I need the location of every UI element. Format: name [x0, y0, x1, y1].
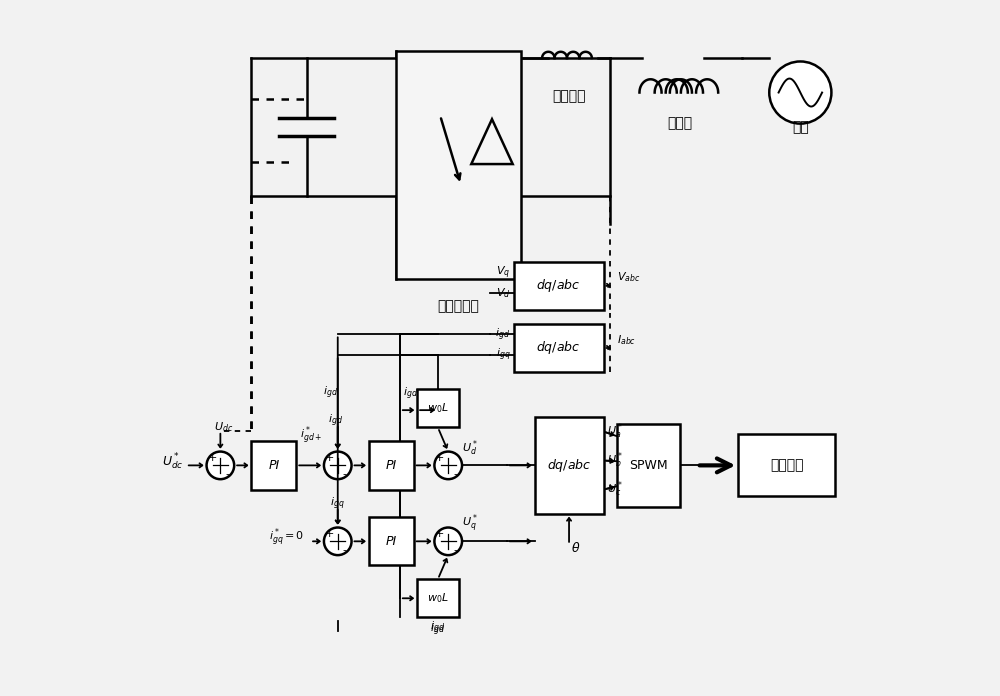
Text: $U^*_c$: $U^*_c$ [607, 480, 623, 499]
Text: $i_{gd}$: $i_{gd}$ [403, 386, 418, 402]
Text: -: - [453, 468, 457, 479]
Text: +: + [435, 454, 445, 464]
Text: $i_{gd}$: $i_{gd}$ [323, 385, 338, 401]
Text: $U^*_q$: $U^*_q$ [462, 513, 478, 535]
Circle shape [324, 528, 352, 555]
Text: PI: PI [386, 459, 397, 472]
Text: $V_q$: $V_q$ [496, 264, 510, 280]
Text: $i_{gd}$: $i_{gd}$ [495, 326, 510, 342]
Text: $i^*_{gq}=0$: $i^*_{gq}=0$ [269, 527, 304, 549]
Circle shape [434, 528, 462, 555]
Bar [417, 579, 459, 617]
Bar [535, 417, 604, 514]
Text: 调制脉冲: 调制脉冲 [770, 459, 803, 473]
Text: $V_d$: $V_d$ [496, 286, 510, 300]
Text: -: - [343, 544, 347, 555]
Text: $I_{abc}$: $I_{abc}$ [617, 333, 637, 347]
Text: $dq/abc$: $dq/abc$ [536, 278, 581, 294]
Text: +: + [325, 530, 334, 539]
Bar [417, 390, 459, 427]
Text: $U^*_a$: $U^*_a$ [607, 422, 623, 441]
Text: -: - [343, 468, 347, 479]
Text: 系统: 系统 [792, 120, 809, 134]
Text: $i_{gq}$: $i_{gq}$ [330, 495, 345, 512]
Bar [514, 324, 604, 372]
Text: $i^*_{gd+}$: $i^*_{gd+}$ [300, 425, 322, 447]
Bar [514, 262, 604, 310]
Text: 滤波电路: 滤波电路 [552, 89, 586, 103]
Text: $dq/abc$: $dq/abc$ [547, 457, 591, 474]
Text: PI: PI [268, 459, 280, 472]
Text: 变压器: 变压器 [667, 117, 692, 131]
Text: $U_{dc}$: $U_{dc}$ [214, 420, 233, 434]
Text: $w_0L$: $w_0L$ [427, 592, 449, 606]
Text: $i_{gd}$: $i_{gd}$ [328, 412, 343, 429]
Text: $V_{abc}$: $V_{abc}$ [617, 271, 641, 285]
Bar [738, 434, 835, 496]
Bar [396, 51, 521, 279]
Bar [369, 441, 414, 489]
Text: +: + [435, 530, 445, 539]
Text: $w_0L$: $w_0L$ [427, 402, 449, 416]
Text: SPWM: SPWM [629, 459, 668, 472]
Text: 网侧变流器: 网侧变流器 [438, 299, 480, 314]
Text: $\theta$: $\theta$ [571, 541, 581, 555]
Bar [617, 424, 680, 507]
Circle shape [434, 452, 462, 479]
Text: $dq/abc$: $dq/abc$ [536, 340, 581, 356]
Text: -: - [453, 544, 457, 555]
Bar [369, 517, 414, 565]
Circle shape [207, 452, 234, 479]
Text: +: + [325, 454, 334, 464]
Text: $i_{gq}$: $i_{gq}$ [496, 347, 510, 363]
Circle shape [769, 61, 831, 124]
Text: $U^*_b$: $U^*_b$ [607, 451, 623, 470]
Text: $i_{gd}$: $i_{gd}$ [430, 619, 445, 636]
Bar [251, 441, 296, 489]
Text: -: - [225, 468, 229, 479]
Text: $U^*_{dc}$: $U^*_{dc}$ [162, 452, 183, 472]
Text: +: + [207, 454, 217, 464]
Circle shape [324, 452, 352, 479]
Text: PI: PI [386, 535, 397, 548]
Text: $i_{gd}$: $i_{gd}$ [430, 622, 445, 638]
Text: $U^*_d$: $U^*_d$ [462, 438, 478, 458]
